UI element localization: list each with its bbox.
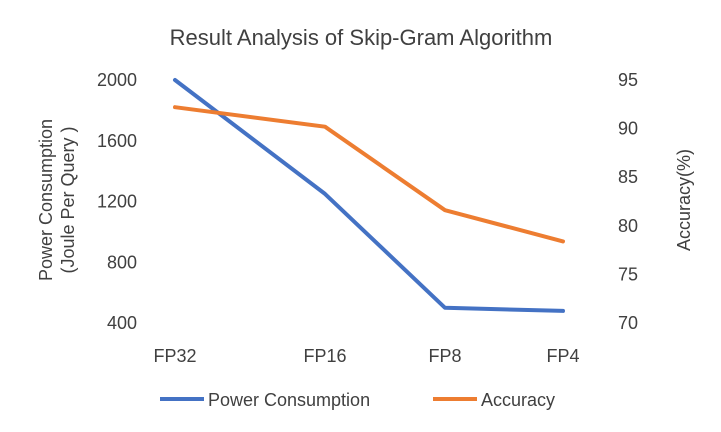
x-tick-label: FP32 — [153, 346, 196, 366]
right-tick-label: 70 — [618, 313, 638, 333]
right-tick-label: 75 — [618, 264, 638, 284]
x-tick-label: FP4 — [546, 346, 579, 366]
right-axis-ticks: 95 90 85 80 75 70 — [618, 70, 638, 333]
series-line-power-consumption — [173, 78, 565, 313]
left-axis-label-line2: (Joule Per Query ) — [58, 126, 78, 273]
chart-title: Result Analysis of Skip-Gram Algorithm — [170, 25, 553, 50]
right-axis-label: Accuracy(%) — [674, 149, 694, 251]
right-tick-label: 80 — [618, 216, 638, 236]
left-tick-label: 1600 — [97, 131, 137, 151]
series-lines — [173, 78, 565, 313]
legend-label-power-consumption: Power Consumption — [208, 390, 370, 410]
series-line-accuracy — [173, 105, 565, 244]
left-tick-label: 400 — [107, 313, 137, 333]
left-tick-label: 2000 — [97, 70, 137, 90]
x-axis-ticks: FP32 FP16 FP8 FP4 — [153, 346, 579, 366]
right-tick-label: 85 — [618, 167, 638, 187]
right-tick-label: 95 — [618, 70, 638, 90]
x-tick-label: FP8 — [428, 346, 461, 366]
x-tick-label: FP16 — [303, 346, 346, 366]
legend-label-accuracy: Accuracy — [481, 390, 555, 410]
left-axis-label-line1: Power Consumption — [36, 119, 56, 281]
left-tick-label: 1200 — [97, 192, 137, 212]
right-tick-label: 90 — [618, 119, 638, 139]
left-tick-label: 800 — [107, 252, 137, 272]
legend: Power Consumption Accuracy — [160, 390, 555, 410]
left-axis-ticks: 2000 1600 1200 800 400 — [97, 70, 137, 333]
